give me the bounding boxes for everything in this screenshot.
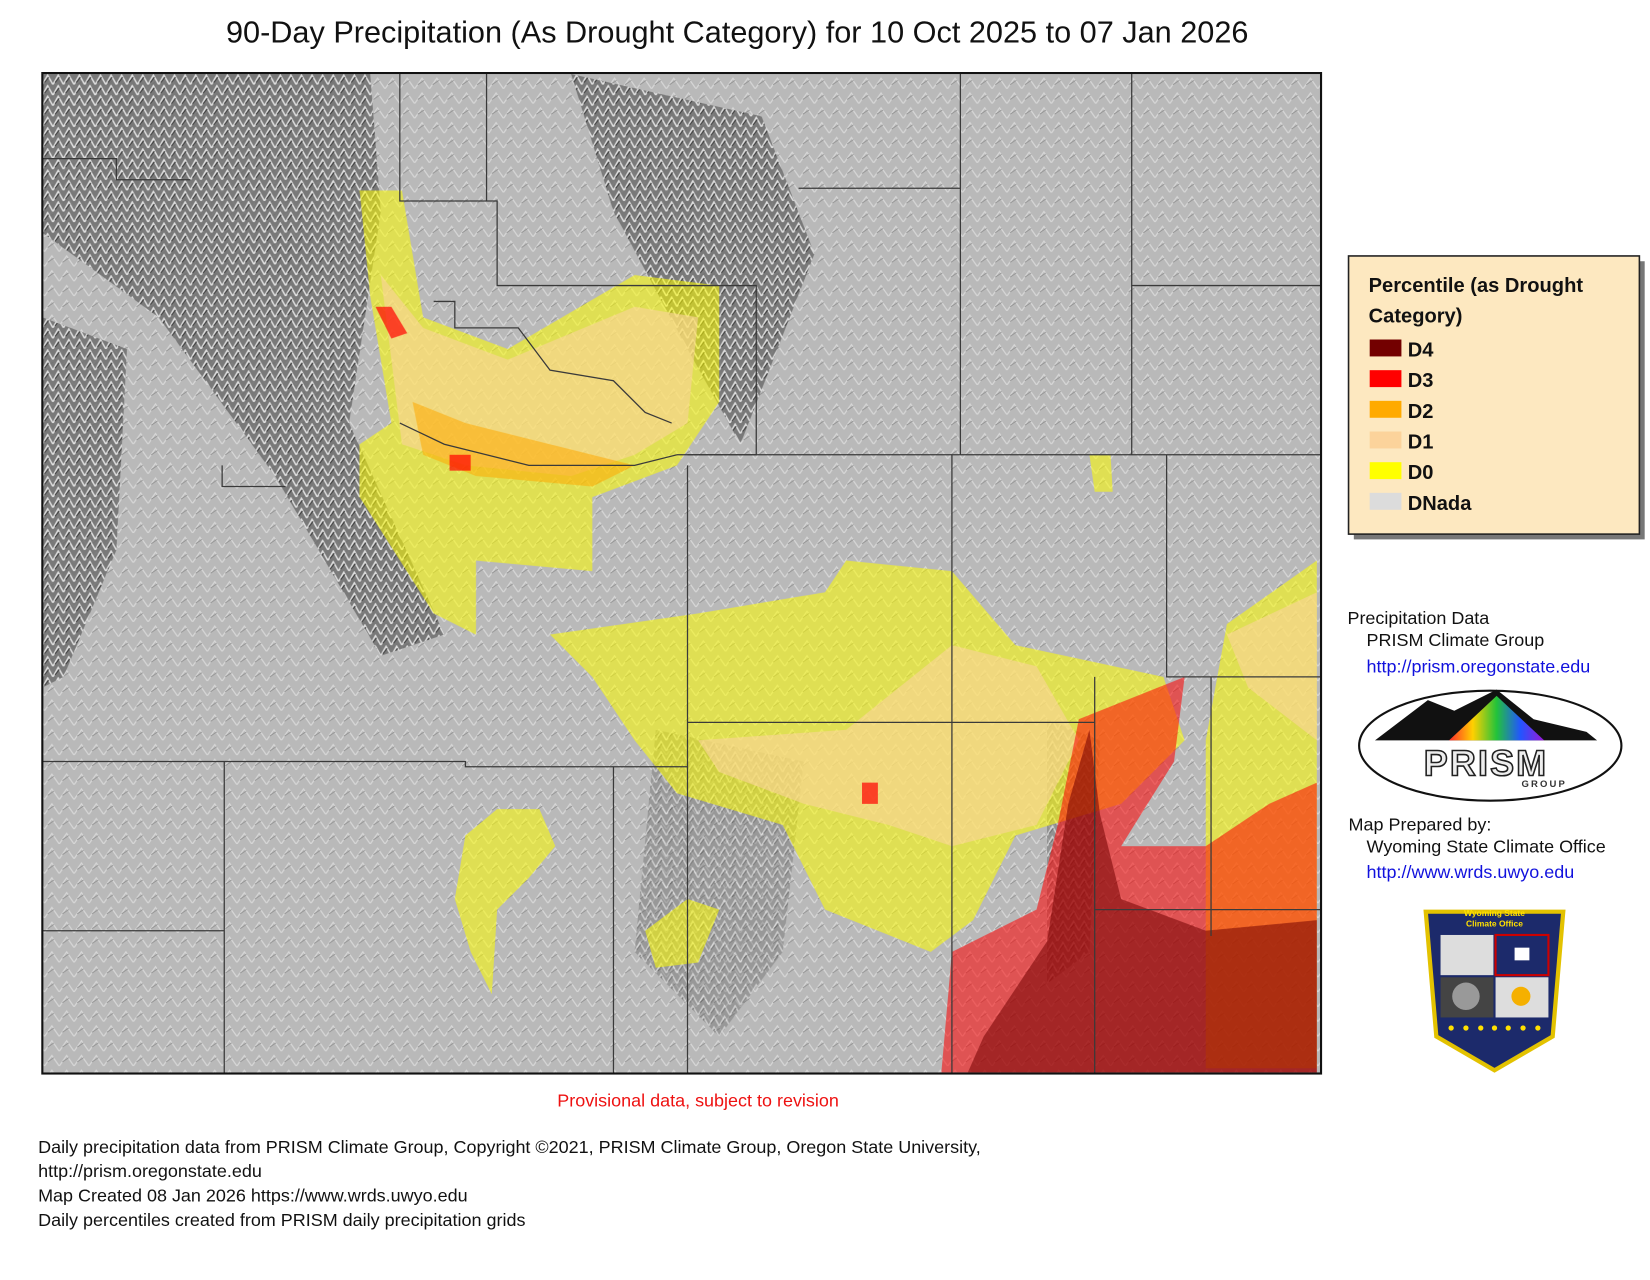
- footer: Daily precipitation data from PRISM Clim…: [38, 1137, 981, 1230]
- footer-line: Daily percentiles created from PRISM dai…: [38, 1210, 525, 1230]
- map-frame: [41, 71, 1323, 1075]
- county-lines: [42, 72, 1322, 1074]
- legend-label: D0: [1408, 462, 1434, 484]
- prism-word: PRISM: [1424, 742, 1548, 783]
- legend-items: D4 D3 D2 D1 D0 DNada: [1369, 339, 1472, 515]
- drought-area: [967, 729, 1317, 1073]
- legend-swatch: [1369, 431, 1402, 449]
- climate-office-badge: Wyoming State Climate Office: [1423, 908, 1566, 1073]
- prepared-by: Wyoming State Climate Office: [1367, 836, 1606, 856]
- drought-area: [862, 782, 878, 804]
- data-heading: Precipitation Data: [1347, 608, 1489, 628]
- legend-title-wrap: Percentile (as Drought Category): [1368, 274, 1584, 328]
- legend-swatch: [1369, 462, 1402, 480]
- legend: Percentile (as Drought Category) D4D3D2D…: [1347, 255, 1645, 540]
- data-url[interactable]: http://prism.oregonstate.edu: [1367, 657, 1591, 677]
- legend-swatch: [1369, 492, 1402, 510]
- legend-label: D4: [1408, 339, 1434, 361]
- footer-line: http://prism.oregonstate.edu: [38, 1161, 262, 1181]
- legend-swatch: [1369, 370, 1402, 388]
- drought-area: [449, 454, 471, 471]
- drought-area: [698, 645, 1079, 847]
- badge-line-1: Wyoming State: [1464, 908, 1525, 918]
- drought-area: [454, 809, 556, 995]
- badge-line-2: Climate Office: [1466, 919, 1523, 929]
- data-source: PRISM Climate Group: [1367, 630, 1545, 650]
- map: [42, 72, 1322, 1074]
- map-title: 90-Day Precipitation (As Drought Categor…: [226, 15, 1248, 49]
- prepared-heading: Map Prepared by:: [1349, 814, 1492, 834]
- provisional-note: Provisional data, subject to revision: [557, 1090, 839, 1110]
- drought-area: [1226, 592, 1317, 741]
- legend-label: D2: [1408, 401, 1434, 423]
- legend-title: Percentile (as Drought Category): [1368, 274, 1584, 328]
- footer-line: Map Created 08 Jan 2026 https://www.wrds…: [38, 1185, 468, 1205]
- credits: Precipitation Data PRISM Climate Group h…: [1347, 608, 1605, 882]
- footer-line: Daily precipitation data from PRISM Clim…: [38, 1137, 981, 1157]
- prepared-url[interactable]: http://www.wrds.uwyo.edu: [1367, 862, 1575, 882]
- legend-label: DNada: [1408, 493, 1472, 515]
- drought-area: [1089, 454, 1113, 492]
- legend-swatch: [1369, 400, 1402, 418]
- drought-area: [645, 899, 720, 968]
- legend-box: [1347, 255, 1641, 535]
- prism-sub: GROUP: [1521, 779, 1566, 790]
- legend-label: D3: [1408, 370, 1434, 392]
- drought-area: [375, 306, 408, 339]
- legend-label: D1: [1408, 431, 1434, 453]
- prism-logo: PRISM GROUP: [1358, 689, 1623, 802]
- legend-swatch: [1369, 339, 1402, 357]
